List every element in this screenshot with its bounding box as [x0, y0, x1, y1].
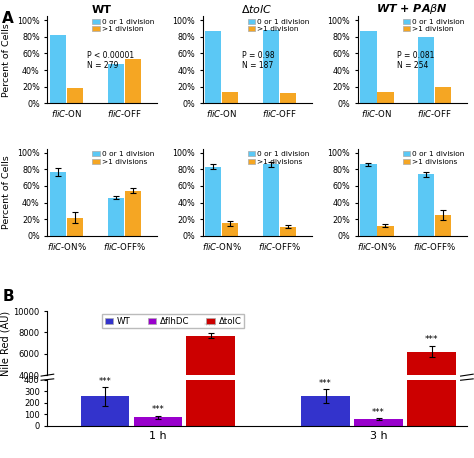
- Text: ***: ***: [151, 405, 164, 414]
- Bar: [67, 88, 83, 103]
- Bar: [418, 37, 435, 103]
- Legend: 0 or 1 division, >1 division: 0 or 1 division, >1 division: [247, 18, 310, 33]
- Bar: [134, 417, 182, 418]
- Bar: [354, 419, 403, 426]
- Bar: [186, 336, 235, 418]
- Bar: [222, 93, 238, 103]
- Legend: 0 or 1 division, >1 divisions: 0 or 1 division, >1 divisions: [247, 151, 310, 165]
- Bar: [301, 415, 350, 418]
- Bar: [125, 191, 141, 236]
- Text: A: A: [2, 11, 14, 27]
- Bar: [205, 167, 221, 236]
- Text: P = 0.081
N = 254: P = 0.081 N = 254: [397, 51, 434, 71]
- Bar: [108, 64, 124, 103]
- Bar: [354, 417, 403, 418]
- Bar: [377, 226, 393, 236]
- Text: ***: ***: [99, 377, 111, 386]
- Legend: 0 or 1 division, >1 divisions: 0 or 1 division, >1 divisions: [402, 151, 465, 165]
- Bar: [81, 396, 129, 426]
- Bar: [407, 0, 456, 426]
- Text: ***: ***: [425, 335, 438, 344]
- Bar: [280, 93, 296, 103]
- Text: ***: ***: [204, 322, 218, 331]
- Bar: [81, 415, 129, 418]
- Legend: 0 or 1 division, >1 division: 0 or 1 division, >1 division: [402, 18, 465, 33]
- Bar: [186, 0, 235, 426]
- Y-axis label: Percent of Cells: Percent of Cells: [2, 23, 11, 97]
- Title: WT + PA$\beta$N: WT + PA$\beta$N: [376, 2, 448, 16]
- Title: $\Delta$$\it{tolC}$: $\Delta$$\it{tolC}$: [241, 3, 273, 15]
- Bar: [418, 174, 435, 236]
- Bar: [134, 417, 182, 426]
- Bar: [435, 87, 451, 103]
- Text: P = 0.98
N = 187: P = 0.98 N = 187: [242, 51, 274, 71]
- Bar: [263, 30, 279, 103]
- Bar: [301, 396, 350, 426]
- Y-axis label: Nile Red (AU): Nile Red (AU): [1, 311, 11, 376]
- Title: WT: WT: [92, 5, 112, 15]
- Bar: [435, 215, 451, 236]
- Text: B: B: [2, 289, 14, 305]
- Bar: [360, 164, 376, 236]
- Bar: [280, 227, 296, 236]
- Y-axis label: Percent of Cells: Percent of Cells: [2, 155, 11, 229]
- Text: ***: ***: [319, 379, 332, 388]
- Legend: 0 or 1 division, >1 division: 0 or 1 division, >1 division: [92, 18, 155, 33]
- Bar: [50, 35, 66, 103]
- Legend: WT, ΔflhDC, ΔtolC: WT, ΔflhDC, ΔtolC: [102, 314, 244, 328]
- Bar: [125, 59, 141, 103]
- Bar: [67, 218, 83, 236]
- Bar: [360, 31, 376, 103]
- Bar: [263, 164, 279, 236]
- Text: ***: ***: [372, 408, 385, 417]
- Bar: [377, 93, 393, 103]
- Bar: [407, 352, 456, 418]
- Bar: [205, 31, 221, 103]
- Text: P < 0.00001
N = 279: P < 0.00001 N = 279: [87, 51, 134, 71]
- Bar: [50, 172, 66, 236]
- Bar: [222, 224, 238, 236]
- Legend: 0 or 1 division, >1 divisions: 0 or 1 division, >1 divisions: [92, 151, 155, 165]
- Bar: [108, 197, 124, 236]
